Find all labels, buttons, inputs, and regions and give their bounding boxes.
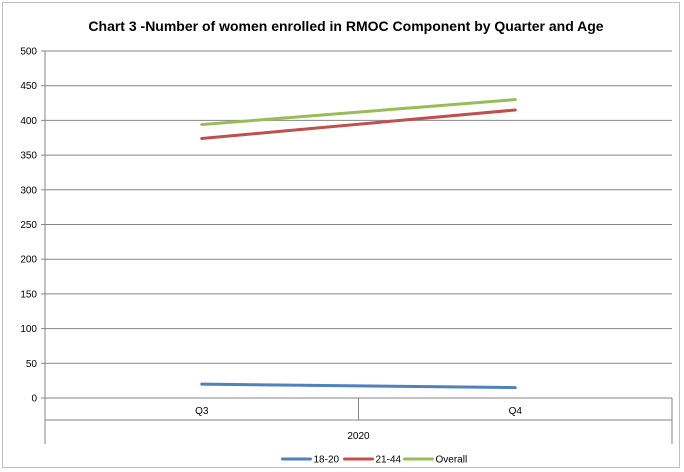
y-tick-label-350: 350	[20, 151, 37, 162]
legend-label-overall: Overall	[436, 455, 468, 466]
y-tick-label-50: 50	[26, 359, 38, 370]
chart-title: Chart 3 -Number of women enrolled in RMO…	[88, 18, 603, 34]
legend-label-21-44: 21-44	[376, 455, 402, 466]
y-tick-label-500: 500	[20, 47, 37, 58]
y-tick-label-450: 450	[20, 81, 37, 92]
x-group-label: 2020	[347, 431, 370, 442]
y-tick-label-100: 100	[20, 324, 37, 335]
gridlines	[45, 50, 672, 399]
x-tick-label-q3: Q3	[195, 406, 209, 417]
series-line-21-44	[200, 108, 517, 140]
y-tick-label-400: 400	[20, 116, 37, 127]
x-axis: Q3 Q4 2020	[44, 398, 673, 444]
series-line-18-20	[200, 382, 517, 390]
y-tick-label-250: 250	[20, 220, 37, 231]
y-tick-label-200: 200	[20, 255, 37, 266]
series-line-overall	[200, 98, 517, 127]
chart-frame	[2, 2, 680, 468]
x-tick-label-q4: Q4	[509, 406, 523, 417]
y-tick-label-0: 0	[31, 394, 37, 405]
y-tick-label-300: 300	[20, 185, 37, 196]
legend-label-18-20: 18-20	[314, 455, 340, 466]
series-lines	[200, 98, 517, 390]
y-axis: 0 50 100 150 200 250 300 350 400 450 500	[20, 47, 46, 405]
y-tick-label-150: 150	[20, 289, 37, 300]
legend: 18-20 21-44 Overall	[281, 455, 468, 466]
